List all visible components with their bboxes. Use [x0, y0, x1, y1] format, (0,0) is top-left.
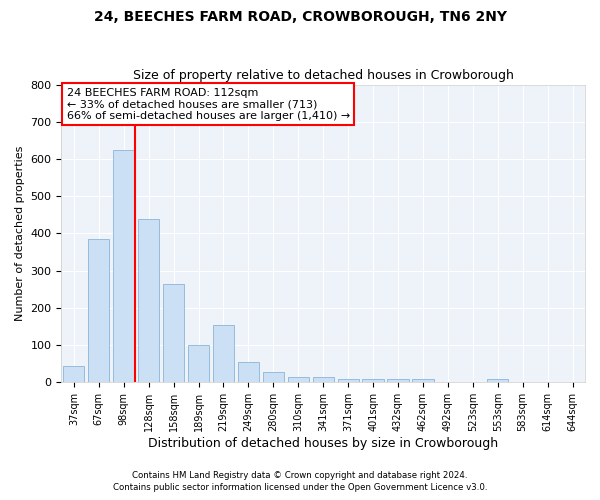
Bar: [113, 150, 134, 382]
Bar: [487, 380, 508, 382]
Bar: [338, 378, 359, 382]
Text: Contains HM Land Registry data © Crown copyright and database right 2024.
Contai: Contains HM Land Registry data © Crown c…: [113, 471, 487, 492]
Text: 24, BEECHES FARM ROAD, CROWBOROUGH, TN6 2NY: 24, BEECHES FARM ROAD, CROWBOROUGH, TN6 …: [94, 10, 506, 24]
Bar: [263, 372, 284, 382]
Bar: [188, 345, 209, 383]
Bar: [362, 378, 383, 382]
Bar: [163, 284, 184, 382]
Bar: [63, 366, 85, 382]
Bar: [138, 218, 159, 382]
Y-axis label: Number of detached properties: Number of detached properties: [15, 146, 25, 321]
Title: Size of property relative to detached houses in Crowborough: Size of property relative to detached ho…: [133, 69, 514, 82]
Bar: [88, 239, 109, 382]
Text: 24 BEECHES FARM ROAD: 112sqm
← 33% of detached houses are smaller (713)
66% of s: 24 BEECHES FARM ROAD: 112sqm ← 33% of de…: [67, 88, 350, 120]
Bar: [412, 378, 434, 382]
Bar: [287, 377, 309, 382]
Bar: [388, 378, 409, 382]
X-axis label: Distribution of detached houses by size in Crowborough: Distribution of detached houses by size …: [148, 437, 498, 450]
Bar: [313, 377, 334, 382]
Bar: [213, 324, 234, 382]
Bar: [238, 362, 259, 382]
